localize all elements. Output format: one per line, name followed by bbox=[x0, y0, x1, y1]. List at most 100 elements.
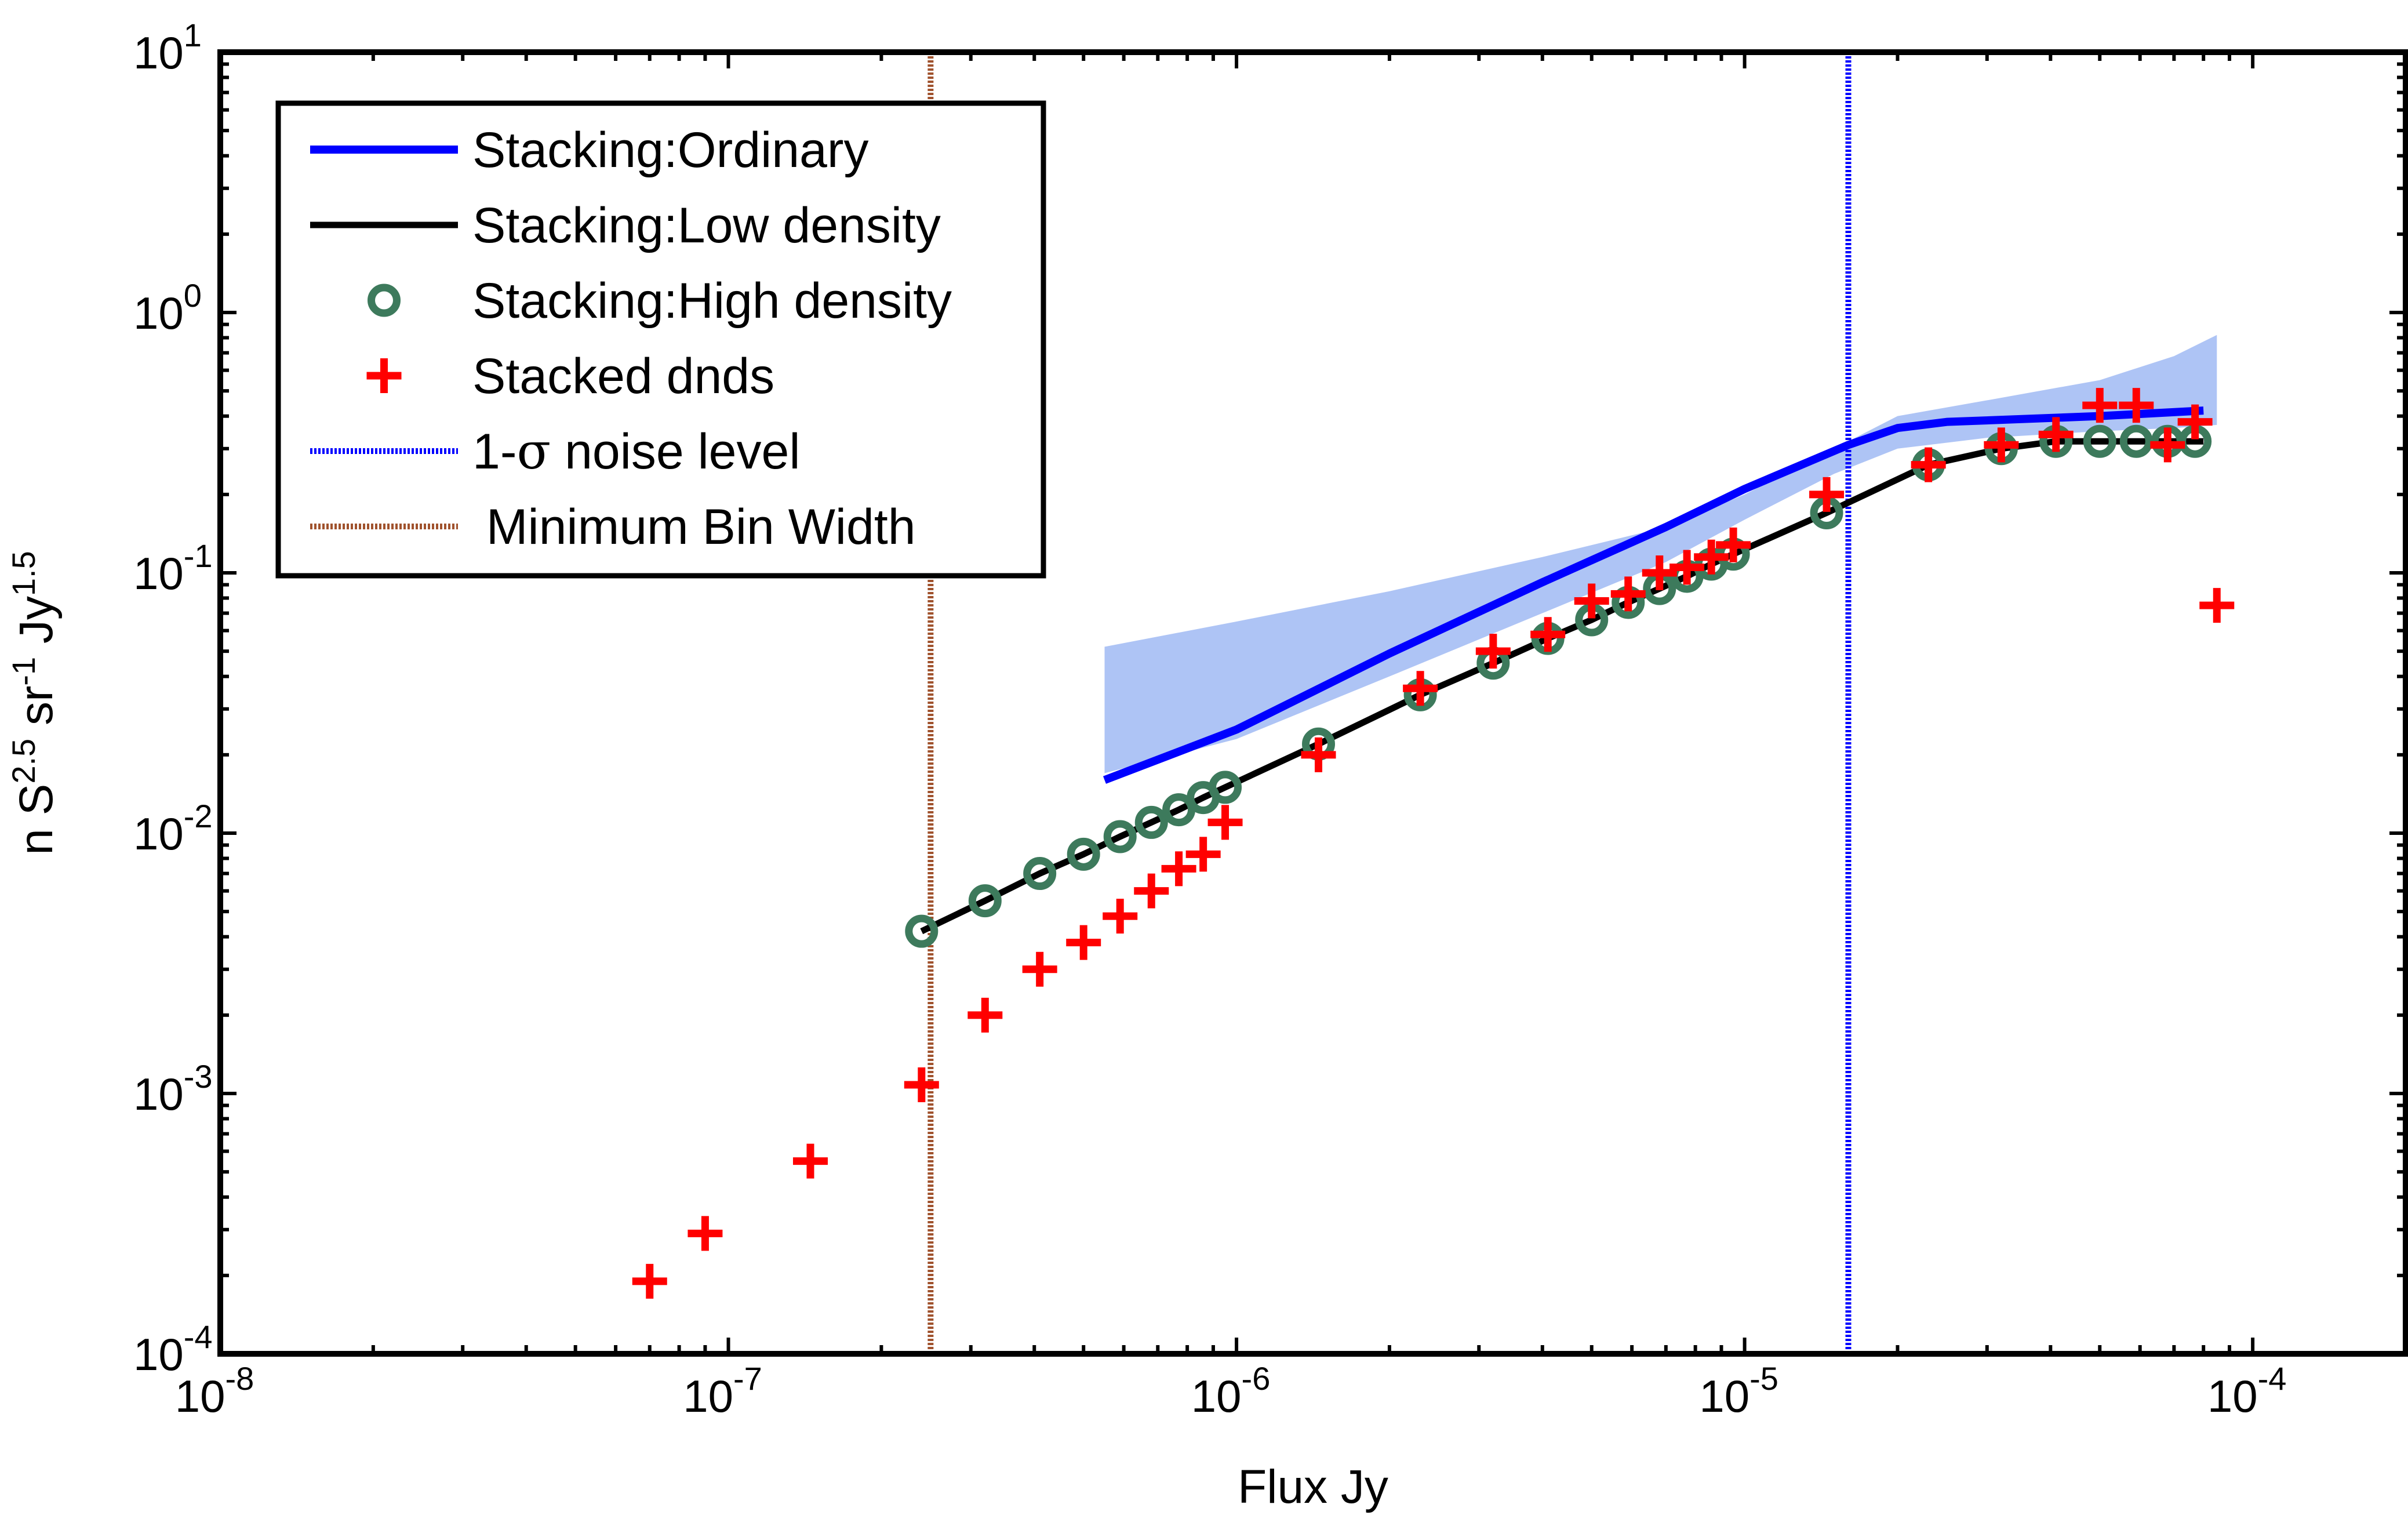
plot-frame bbox=[217, 49, 2408, 1357]
stacked-dnds-point bbox=[1694, 539, 1729, 575]
stacked-dnds-point bbox=[1134, 873, 1169, 909]
y-tick-exp: 1 bbox=[184, 17, 202, 53]
stacking-high-density-point bbox=[1209, 771, 1242, 804]
y-label-sup-3: 1.5 bbox=[5, 551, 42, 596]
stacking-high-density-point bbox=[1067, 837, 1100, 871]
stacking-high-density-point bbox=[2083, 424, 2116, 458]
legend-item: Stacked dnds bbox=[366, 348, 774, 404]
x-tick-base: 10 bbox=[2207, 1371, 2258, 1422]
legend-label: 1-σ noise level bbox=[472, 423, 800, 481]
y-tick-label: 10-2 bbox=[133, 798, 213, 859]
x-tick-base: 10 bbox=[1191, 1371, 1242, 1422]
y-tick-base: 10 bbox=[133, 27, 184, 78]
stacked-dnds-point bbox=[1574, 583, 1609, 619]
x-tick-base: 10 bbox=[1699, 1371, 1749, 1422]
x-tick-base: 10 bbox=[175, 1371, 225, 1422]
stacked-dnds-point bbox=[792, 1143, 828, 1179]
y-tick-exp: -2 bbox=[184, 798, 213, 834]
stacked-dnds-point bbox=[1669, 550, 1705, 585]
legend: Stacking:Ordinary Stacking:Low density Sta… bbox=[275, 100, 1046, 579]
y-tick-base: 10 bbox=[133, 548, 184, 599]
stacked-dnds-point bbox=[1475, 634, 1511, 669]
stacked-dnds-point bbox=[1809, 477, 1845, 512]
x-tick-exp: -5 bbox=[1749, 1360, 1778, 1397]
x-tick-exp: -8 bbox=[225, 1360, 254, 1397]
stacked-dnds-point bbox=[2199, 588, 2235, 623]
legend-item: Minimum Bin Width bbox=[310, 499, 916, 555]
stacked-dnds-point bbox=[1103, 899, 1138, 934]
stacking-ordinary-line bbox=[1103, 406, 2204, 784]
y-tick-exp: -4 bbox=[184, 1318, 213, 1355]
ordinary-uncertainty-band bbox=[1104, 335, 2217, 773]
x-tick-label: 10-8 bbox=[175, 1360, 254, 1422]
legend-label-suffix: noise level bbox=[551, 424, 800, 479]
y-tick-exp: 0 bbox=[184, 277, 202, 314]
stacking-high-density-point bbox=[968, 884, 1002, 918]
y-tick-label: 10-3 bbox=[133, 1058, 213, 1120]
reference-lines-layer bbox=[927, 52, 1852, 1354]
stacked-dnds-point bbox=[1984, 427, 2019, 463]
y-tick-exp: -1 bbox=[184, 537, 213, 574]
y-tick-label: 101 bbox=[133, 17, 202, 78]
legend-circle-swatch bbox=[368, 284, 401, 317]
legend-item: Stacking:Low density bbox=[310, 198, 941, 253]
x-tick-exp: -6 bbox=[1242, 1360, 1271, 1397]
legend-item: Stacking:High density bbox=[368, 273, 952, 329]
x-axis-label: Flux Jy bbox=[1238, 1460, 1388, 1513]
stacking-high-density-point bbox=[1103, 820, 1137, 853]
legend-item: Stacking:Ordinary bbox=[310, 122, 869, 178]
x-tick-exp: -4 bbox=[2258, 1360, 2287, 1397]
stacked-dnds-point bbox=[1610, 576, 1646, 612]
ticks-layer: 10-8 10-7 10-6 10-5 10-410-410-310-210-11001… bbox=[133, 17, 2406, 1422]
legend-item: 1-σ noise level bbox=[310, 423, 800, 481]
stacked-dnds-point bbox=[1161, 851, 1196, 887]
stacked-dnds-point bbox=[632, 1263, 667, 1299]
stacked-dnds-point bbox=[2119, 388, 2154, 423]
stacked-dnds-point bbox=[1185, 837, 1221, 872]
x-tick-exp: -7 bbox=[733, 1360, 762, 1397]
stacked-dnds-point bbox=[1911, 447, 1946, 482]
uncertainty-band-layer bbox=[1104, 335, 2217, 773]
stacked-dnds-point bbox=[1207, 805, 1243, 840]
legend-label: Stacking:High density bbox=[472, 273, 952, 329]
stacked-dnds-point bbox=[2150, 427, 2185, 463]
legend-label: Minimum Bin Width bbox=[472, 499, 916, 555]
stacked-dnds-point bbox=[1066, 925, 1101, 960]
stacked-dnds-point bbox=[1022, 951, 1057, 987]
legend-label-prefix: 1- bbox=[472, 424, 516, 479]
y-label-sup-2: -1 bbox=[5, 657, 42, 686]
x-tick-label: 10-6 bbox=[1191, 1360, 1271, 1422]
x-tick-base: 10 bbox=[683, 1371, 733, 1422]
stacked-dnds-point bbox=[1642, 555, 1677, 590]
y-tick-base: 10 bbox=[133, 1329, 184, 1380]
legend-label: Stacked dnds bbox=[472, 348, 774, 404]
legend-label: Stacking:Low density bbox=[472, 198, 941, 253]
y-tick-label: 10-1 bbox=[133, 537, 213, 599]
legend-box bbox=[275, 100, 1046, 579]
stacked-dnds-point bbox=[688, 1216, 723, 1251]
stacking-high-density-point bbox=[2119, 424, 2153, 458]
y-tick-exp: -3 bbox=[184, 1058, 213, 1095]
y-label-part-1: n S bbox=[10, 784, 63, 855]
x-tick-label: 10-5 bbox=[1699, 1360, 1778, 1422]
y-label-part-3: Jy bbox=[10, 596, 63, 657]
stacked-dnds-point bbox=[1301, 737, 1336, 772]
y-axis-label: n S2.5 sr-1 Jy1.5 bbox=[5, 551, 63, 855]
y-tick-label: 100 bbox=[133, 277, 202, 339]
stacked-dnds-point bbox=[904, 1067, 939, 1102]
y-tick-base: 10 bbox=[133, 808, 184, 859]
stacking-high-density-point bbox=[1023, 857, 1057, 891]
markers-layer bbox=[632, 388, 2235, 1299]
stacking-high-density-point bbox=[905, 914, 939, 948]
stacked-dnds-point bbox=[2177, 404, 2213, 439]
axis-labels: Flux Jy n S2.5 sr-1 Jy1.5 bbox=[5, 551, 1388, 1513]
stacking-high-density-point bbox=[1134, 805, 1168, 839]
x-tick-label: 10-7 bbox=[683, 1360, 762, 1422]
stacked-dnds-point bbox=[2038, 417, 2074, 452]
stacked-dnds-point bbox=[2082, 388, 2118, 423]
stacked-dnds-point bbox=[1403, 671, 1438, 706]
x-tick-label: 10-4 bbox=[2207, 1360, 2287, 1422]
y-tick-label: 10-4 bbox=[133, 1318, 213, 1380]
stacked-dnds-point bbox=[967, 997, 1003, 1033]
stacked-dnds-point bbox=[1716, 527, 1751, 562]
